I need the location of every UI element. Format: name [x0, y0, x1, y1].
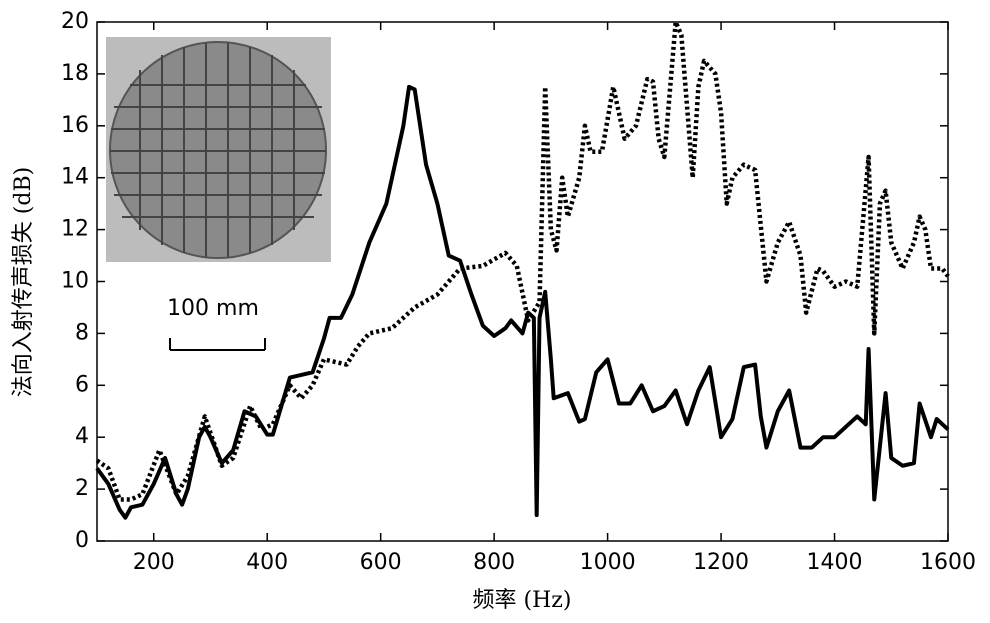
line-series — [95, 19, 950, 502]
y-tick-label: 4 — [75, 424, 89, 449]
y-tick-label: 0 — [75, 528, 89, 553]
y-tick-label: 10 — [61, 269, 89, 294]
x-tick-label: 200 — [133, 550, 175, 575]
scale-bar — [169, 338, 266, 351]
y-tick-label: 14 — [61, 165, 89, 190]
x-tick-label: 400 — [246, 550, 288, 575]
y-tick-label: 20 — [61, 9, 89, 34]
x-tick-label: 1600 — [920, 550, 976, 575]
x-tick-label: 1200 — [693, 550, 749, 575]
line-series — [95, 84, 950, 520]
x-tick-label: 800 — [473, 550, 515, 575]
x-axis-label: 频率 (Hz) — [473, 588, 572, 613]
y-axis-label: 法向入射传声损失 (dB) — [11, 167, 36, 397]
y-tick-label: 8 — [75, 320, 89, 345]
y-tick-label: 16 — [61, 113, 89, 138]
scale-bar-label: 100 mm — [167, 296, 259, 321]
y-tick-label: 12 — [61, 217, 89, 242]
y-tick-label: 18 — [61, 61, 89, 86]
x-tick-label: 1400 — [807, 550, 863, 575]
y-tick-label: 6 — [75, 372, 89, 397]
x-tick-label: 1000 — [580, 550, 636, 575]
inset-photo — [106, 37, 331, 262]
y-tick-label: 2 — [75, 476, 89, 501]
x-tick-label: 600 — [360, 550, 402, 575]
